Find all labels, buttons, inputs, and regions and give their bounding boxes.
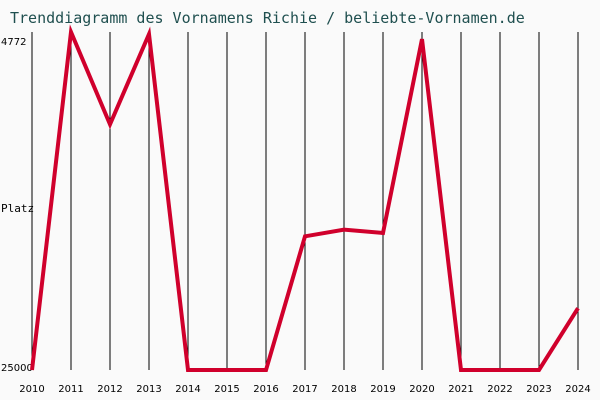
x-tick-label: 2013 bbox=[136, 384, 161, 395]
x-tick-label: 2019 bbox=[370, 384, 395, 395]
data-series bbox=[30, 24, 580, 372]
y-tick-labels: 4772 25000 bbox=[1, 37, 33, 374]
chart-title: Trenddiagramm des Vornamens Richie / bel… bbox=[10, 9, 525, 27]
x-tick-label: 2024 bbox=[565, 384, 590, 395]
x-tick-label: 2012 bbox=[97, 384, 122, 395]
x-tick-label: 2011 bbox=[58, 384, 83, 395]
x-tick-label: 2018 bbox=[331, 384, 356, 395]
x-tick-label: 2021 bbox=[448, 384, 473, 395]
x-tick-label: 2014 bbox=[175, 384, 200, 395]
x-tick-label: 2023 bbox=[526, 384, 551, 395]
x-tick-labels: 2010 2011 2012 2013 2014 2015 2016 2017 2018 2019… bbox=[19, 384, 590, 395]
y-tick-label: 25000 bbox=[1, 363, 33, 374]
x-tick-label: 2016 bbox=[253, 384, 278, 395]
x-tick-label: 2017 bbox=[292, 384, 317, 395]
y-tick-label: 4772 bbox=[1, 37, 26, 48]
y-axis-label: Platz bbox=[1, 202, 34, 215]
grid-lines bbox=[31, 32, 579, 370]
x-tick-label: 2020 bbox=[409, 384, 434, 395]
x-tick-label: 2010 bbox=[19, 384, 44, 395]
x-tick-label: 2022 bbox=[487, 384, 512, 395]
x-tick-label: 2015 bbox=[214, 384, 239, 395]
